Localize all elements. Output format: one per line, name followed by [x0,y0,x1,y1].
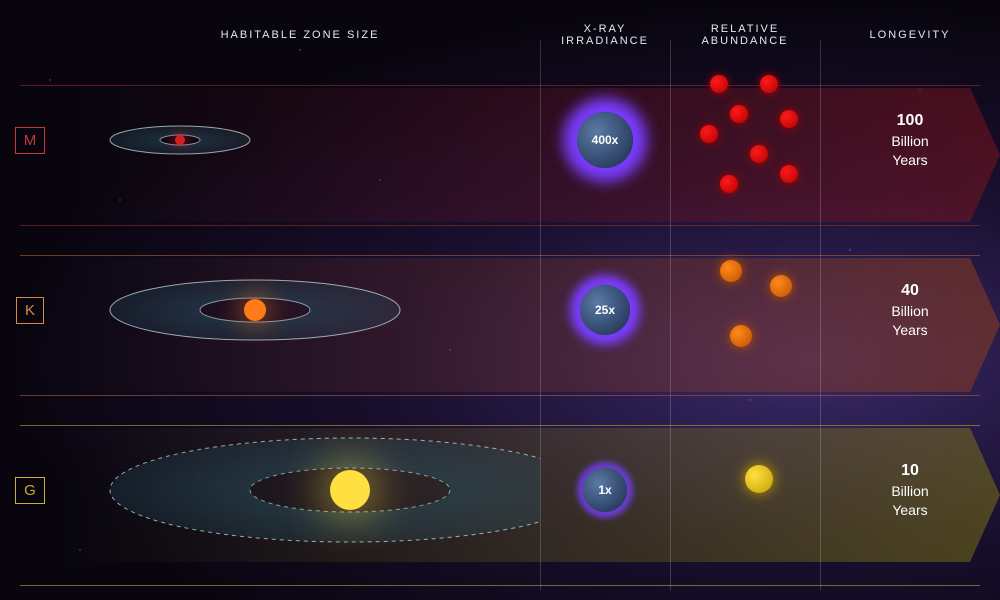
longevity-unit: Years [892,151,927,170]
habitable-zone-k [60,225,540,395]
habitable-zone-g [60,395,540,585]
hz-ellipse-icon [100,270,410,350]
header-longevity: LONGEVITY [820,0,1000,55]
abundance-dot-icon [720,260,742,282]
abundance-dot-icon [780,110,798,128]
abundance-dot-icon [770,275,792,297]
xray-planet-m: 400x [540,55,670,225]
abundance-dot-icon [730,325,752,347]
header-xray: X-RAY IRRADIANCE [540,0,670,55]
row-label-m: M [0,55,60,225]
longevity-g: 10 Billion Years [820,395,1000,585]
infographic-grid: HABITABLE ZONE SIZE X-RAY IRRADIANCE REL… [0,0,1000,600]
longevity-unit: Billion [891,302,928,321]
row-label-k: K [0,225,60,395]
abundance-dot-icon [760,75,778,93]
longevity-unit: Billion [891,482,928,501]
longevity-m: 100 Billion Years [820,55,1000,225]
planet-icon: 1x [583,468,627,512]
row-label-g: G [0,395,60,585]
abundance-dot-icon [720,175,738,193]
longevity-num: 100 [897,110,924,132]
header-abundance: RELATIVE ABUNDANCE [670,0,820,55]
longevity-unit: Years [892,501,927,520]
xray-planet-g: 1x [540,395,670,585]
longevity-unit: Billion [891,132,928,151]
abundance-g [670,395,820,585]
planet-icon: 400x [577,112,633,168]
header-habitable-zone: HABITABLE ZONE SIZE [60,0,540,55]
xray-label: 1x [598,483,611,497]
hz-ellipse-icon [100,116,260,164]
abundance-dot-icon [780,165,798,183]
abundance-dot-icon [750,145,768,163]
abundance-dot-icon [700,125,718,143]
abundance-dot-icon [710,75,728,93]
xray-label: 400x [592,133,619,147]
longevity-k: 40 Billion Years [820,225,1000,395]
longevity-num: 10 [901,460,919,482]
abundance-k [670,225,820,395]
planet-icon: 25x [580,285,630,335]
longevity-num: 40 [901,280,919,302]
abundance-dot-icon [745,465,773,493]
longevity-unit: Years [892,321,927,340]
habitable-zone-m [60,55,540,225]
xray-planet-k: 25x [540,225,670,395]
abundance-m [670,55,820,225]
abundance-dot-icon [730,105,748,123]
xray-label: 25x [595,303,615,317]
hz-ellipse-icon [100,428,540,552]
